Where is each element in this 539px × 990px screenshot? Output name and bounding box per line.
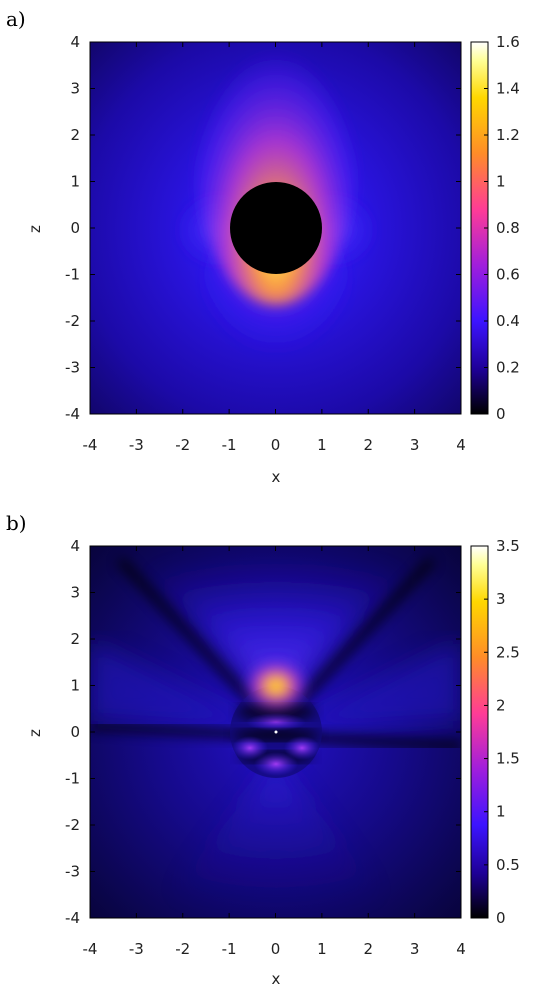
colorbar-tick-label: 0.4 — [496, 312, 520, 330]
y-tick-label: -1 — [65, 770, 80, 788]
colorbar-tick-label: 1 — [496, 803, 506, 821]
colorbar-tick-label: 1.4 — [496, 80, 520, 98]
x-tick-label: 1 — [317, 940, 327, 958]
y-tick-label: -1 — [65, 266, 80, 284]
y-axis-label-b: z — [26, 729, 44, 737]
y-axis-label-a: z — [26, 225, 44, 233]
x-axis-label-a: x — [272, 468, 281, 486]
y-tick-label: 2 — [70, 630, 80, 648]
y-tick-label: -4 — [65, 909, 80, 927]
y-tick-label: 1 — [70, 173, 80, 191]
colorbar-ticks-a: 0 0.2 0.4 0.6 0.8 1 1.2 1.4 1.6 — [484, 33, 520, 423]
y-tick-label: 3 — [70, 584, 80, 602]
x-tick-label: -2 — [175, 940, 190, 958]
y-tick-label: -2 — [65, 312, 80, 330]
colorbar-tick-label: 2 — [496, 696, 506, 714]
x-tick-label: -1 — [222, 436, 237, 454]
y-tick-label: 4 — [70, 537, 80, 555]
y-tick-label: 2 — [70, 126, 80, 144]
x-tick-label: 0 — [271, 940, 281, 958]
y-tick-label: -3 — [65, 863, 80, 881]
x-tick-label: -3 — [129, 436, 144, 454]
colorbar-tick-label: 0.5 — [496, 856, 520, 874]
x-tick-label: -3 — [129, 940, 144, 958]
x-tick-label: 2 — [363, 436, 373, 454]
x-tick-label: 4 — [456, 436, 466, 454]
y-tick-label: -3 — [65, 359, 80, 377]
colorbar-tick-label: 0 — [496, 909, 506, 927]
axis-ticks-a: -4 -3 -2 -1 0 1 2 3 4 -4 -3 -2 -1 0 1 2 3 4 — [65, 33, 466, 454]
colorbar-tick-label: 0.8 — [496, 219, 520, 237]
colorbar-tick-label: 3.5 — [496, 537, 520, 555]
x-tick-label: 1 — [317, 436, 327, 454]
x-tick-label: 3 — [410, 940, 420, 958]
panel-label-b: b) — [6, 511, 27, 535]
y-tick-label: 0 — [70, 219, 80, 237]
y-tick-label: -2 — [65, 816, 80, 834]
x-tick-label: 4 — [456, 940, 466, 958]
x-tick-label: -1 — [222, 940, 237, 958]
colorbar-tick-label: 0 — [496, 405, 506, 423]
x-tick-label: 3 — [410, 436, 420, 454]
colorbar-tick-label: 1.5 — [496, 750, 520, 768]
y-tick-label: 3 — [70, 80, 80, 98]
x-tick-label: 0 — [271, 436, 281, 454]
sphere-a — [230, 182, 322, 274]
y-tick-label: 0 — [70, 723, 80, 741]
x-tick-label: 2 — [363, 940, 373, 958]
axis-ticks-b: -4 -3 -2 -1 0 1 2 3 4 -4 -3 -2 -1 0 1 2 3 4 — [65, 537, 466, 958]
colorbar-tick-label: 1.6 — [496, 33, 520, 51]
colorbar-b — [470, 545, 489, 919]
heatmap-b — [90, 546, 461, 918]
colorbar-ticks-b: 0 0.5 1 1.5 2 2.5 3 3.5 — [484, 537, 520, 927]
y-tick-label: 1 — [70, 677, 80, 695]
panel-label-a: a) — [6, 7, 26, 31]
colorbar-tick-label: 3 — [496, 590, 506, 608]
y-tick-label: 4 — [70, 33, 80, 51]
x-tick-label: -2 — [175, 436, 190, 454]
colorbar-tick-label: 1 — [496, 173, 506, 191]
colorbar-tick-label: 2.5 — [496, 643, 520, 661]
colorbar-tick-label: 1.2 — [496, 126, 520, 144]
colorbar-tick-label: 0.6 — [496, 266, 520, 284]
x-tick-label: -4 — [83, 940, 98, 958]
y-tick-label: -4 — [65, 405, 80, 423]
heatmap-a — [90, 42, 461, 414]
x-tick-label: -4 — [83, 436, 98, 454]
colorbar-tick-label: 0.2 — [496, 359, 520, 377]
x-axis-label-b: x — [272, 970, 281, 988]
